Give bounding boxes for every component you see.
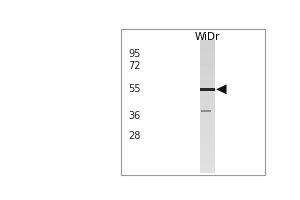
Bar bbox=[200, 88, 215, 91]
Text: WiDr: WiDr bbox=[195, 32, 220, 42]
Bar bbox=[201, 110, 211, 112]
Text: 36: 36 bbox=[129, 111, 141, 121]
Text: 28: 28 bbox=[129, 131, 141, 141]
FancyBboxPatch shape bbox=[121, 29, 266, 175]
Text: 95: 95 bbox=[129, 49, 141, 59]
Text: 55: 55 bbox=[128, 84, 141, 94]
Polygon shape bbox=[216, 84, 226, 94]
Text: 72: 72 bbox=[128, 61, 141, 71]
